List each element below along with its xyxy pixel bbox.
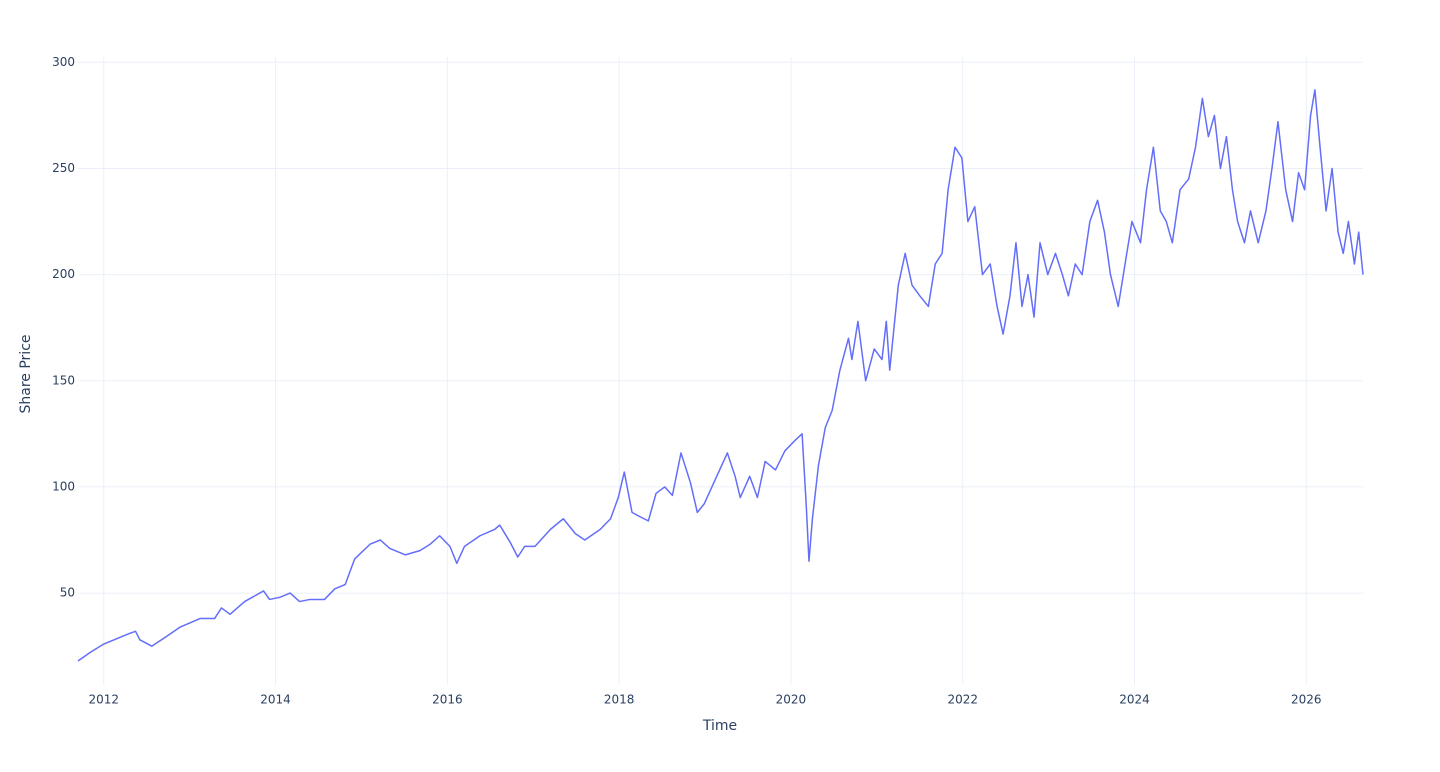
x-tick-label: 2020 [776, 693, 807, 707]
y-tick-label: 100 [52, 479, 75, 493]
y-tick-label: 200 [52, 267, 75, 281]
y-tick-label: 250 [52, 161, 75, 175]
x-axis-title: Time [702, 718, 737, 734]
y-tick-label: 50 [60, 586, 75, 600]
x-tick-label: 2024 [1119, 693, 1150, 707]
x-tick-label: 2018 [604, 693, 635, 707]
x-tick-label: 2016 [432, 693, 463, 707]
x-tick-label: 2022 [947, 693, 978, 707]
x-tick-label: 2026 [1291, 693, 1322, 707]
price-line [77, 89, 1364, 662]
grid [78, 57, 1363, 685]
y-axis-title: Share Price [18, 334, 34, 413]
y-tick-label: 300 [52, 55, 75, 69]
y-tick-label: 150 [52, 373, 75, 387]
x-tick-label: 2014 [260, 693, 291, 707]
x-tick-label: 2012 [88, 693, 119, 707]
